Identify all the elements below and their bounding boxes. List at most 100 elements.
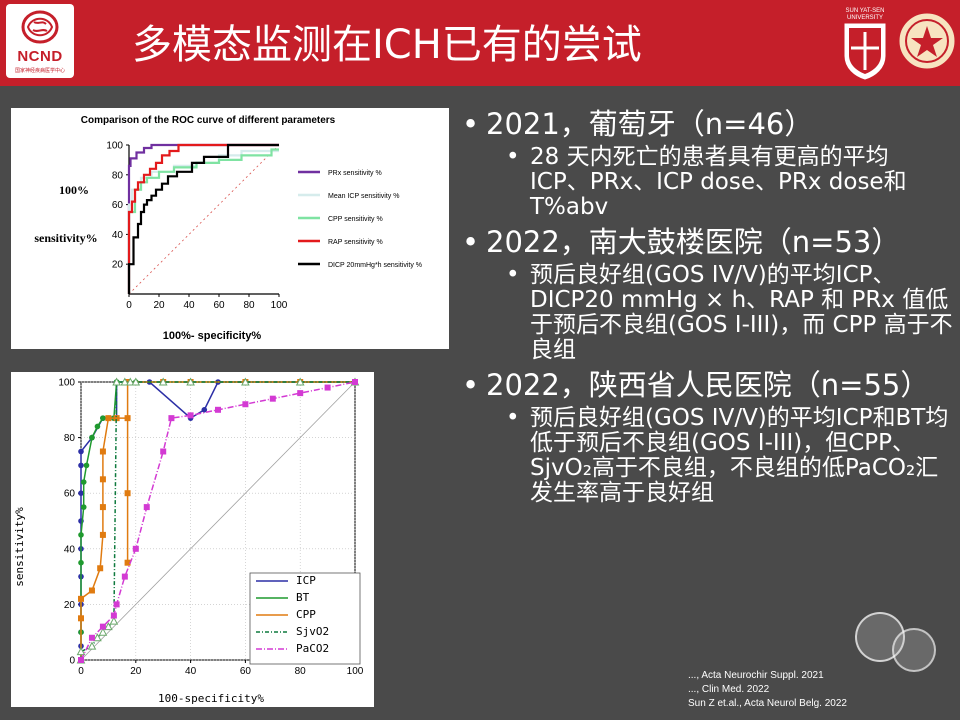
legend-label: CPP — [296, 608, 316, 621]
data-point — [131, 377, 141, 386]
data-point — [168, 415, 175, 422]
y-tick-label: 100 — [58, 378, 75, 389]
data-point — [186, 377, 195, 386]
data-point — [94, 423, 101, 430]
roc-chart-bottom: sensitivity% 100-specificity% 0 20 40 60 80 1… — [13, 377, 364, 705]
data-point — [132, 545, 139, 552]
x-tick-label: 80 — [243, 300, 255, 311]
bullet-study-1: • 2021，葡萄牙（n=46） — [462, 108, 954, 141]
data-point — [112, 377, 121, 386]
data-point — [242, 401, 249, 408]
x-tick-label: 40 — [185, 666, 197, 677]
legend-label: PRx sensitivity % — [328, 170, 382, 177]
university-crest: SUN YAT-SEN UNIVERSITY — [842, 8, 888, 80]
x-tick-label: 80 — [295, 666, 307, 677]
data-point — [83, 462, 90, 469]
data-point — [97, 565, 104, 572]
shield-crest-icon — [844, 23, 886, 80]
y-tick-label: 0 — [69, 656, 75, 667]
bullet-study-2-text: 2022，南大鼓楼医院（n=53） — [486, 225, 901, 259]
x-tick-label: 60 — [213, 300, 225, 311]
data-point — [124, 490, 131, 497]
legend-label: CPP sensitivity % — [328, 216, 383, 223]
data-point — [297, 390, 304, 397]
x-tick-label: 20 — [153, 300, 165, 311]
x-tick-label: 0 — [126, 300, 132, 311]
data-point — [99, 623, 106, 630]
bullet-study-1-text: 2021，葡萄牙（n=46） — [486, 107, 814, 141]
data-point — [99, 448, 106, 455]
series-line-4 — [80, 381, 356, 661]
y-tick-label: 60 — [64, 489, 76, 500]
legend-label: RAP sensitivity % — [328, 239, 383, 246]
data-point — [124, 379, 131, 385]
y-tick-label: 80 — [64, 433, 76, 444]
data-point — [76, 647, 86, 656]
y-tick-label: 20 — [64, 600, 76, 611]
roc-chart-top-panel: Comparison of the ROC curve of different… — [11, 108, 449, 349]
data-point — [158, 377, 168, 386]
legend-label: Mean ICP sensitivity % — [328, 193, 399, 200]
roc-chart-bottom-panel: sensitivity% 100-specificity% 0 20 40 60 80 1… — [11, 372, 374, 707]
data-point — [113, 415, 120, 422]
data-point — [78, 595, 84, 602]
data-point — [87, 641, 97, 650]
data-point — [78, 559, 84, 566]
data-point — [124, 415, 131, 422]
data-point — [352, 379, 358, 385]
data-point — [215, 406, 221, 413]
data-point — [113, 601, 120, 608]
brain-logo-icon — [21, 10, 59, 44]
data-point — [93, 633, 102, 642]
slide-title: 多模态监测在ICH已有的尝试 — [132, 22, 642, 68]
data-point — [105, 415, 112, 422]
sub-bullet-study-2-text: 预后良好组(GOS IV/V)的平均ICP、DICP20 mmHg × h、RA… — [530, 262, 953, 363]
data-point — [121, 573, 128, 580]
data-point — [78, 462, 84, 469]
data-point — [295, 377, 305, 386]
data-point — [201, 407, 208, 413]
bullet-dot-icon: • — [462, 225, 480, 259]
y-tick-label: 40 — [64, 544, 76, 555]
series-line-1 — [127, 149, 279, 294]
bullet-dot-icon: • — [506, 262, 520, 288]
x-tick-label: 0 — [78, 666, 84, 677]
citation-3: Sun Z et.al., Acta Neurol Belg. 2022 — [688, 698, 847, 709]
x-tick-label: 20 — [130, 666, 142, 677]
y-tick-label: 100 — [106, 141, 123, 152]
data-point — [104, 622, 113, 631]
data-point — [78, 490, 84, 496]
data-point — [78, 448, 84, 455]
data-point — [78, 657, 84, 663]
citation-1: ..., Acta Neurochir Suppl. 2021 — [688, 670, 824, 681]
bullet-dot-icon: • — [506, 405, 520, 431]
data-point — [125, 377, 135, 386]
legend-label: SjvO2 — [296, 625, 329, 638]
data-point — [160, 448, 167, 455]
data-point — [120, 377, 130, 386]
citation-2: ..., Clin Med. 2022 — [688, 684, 770, 695]
data-point — [241, 377, 250, 386]
y-tick-label: 40 — [112, 230, 124, 241]
reference-diagonal — [80, 381, 356, 661]
roc-chart-top: Comparison of the ROC curve of different… — [34, 115, 422, 342]
data-point — [88, 587, 95, 594]
reference-diagonal — [128, 144, 280, 295]
x-tick-label: 40 — [183, 300, 195, 311]
logo-text: NCND — [17, 48, 63, 65]
data-point — [109, 616, 119, 625]
citations: ..., Acta Neurochir Suppl. 2021 ..., Cli… — [688, 669, 958, 711]
series-line-0 — [127, 143, 279, 294]
bullet-study-3-text: 2022，陕西省人民医院（n=55） — [486, 368, 930, 402]
series-line-3 — [80, 381, 355, 660]
data-point — [80, 504, 87, 510]
x-axis-label: 100%- specificity% — [163, 330, 262, 342]
data-point — [99, 476, 106, 483]
data-point — [124, 559, 131, 566]
data-point — [269, 395, 276, 402]
bullet-dot-icon: • — [462, 107, 480, 141]
sub-bullet-study-3-text: 预后良好组(GOS IV/V)的平均ICP和BT均低于预后不良组(GOS I-I… — [530, 405, 949, 506]
data-point — [99, 531, 106, 538]
y-axis-label: sensitivity% — [13, 507, 26, 587]
video-overlay-control-secondary[interactable] — [892, 628, 936, 672]
